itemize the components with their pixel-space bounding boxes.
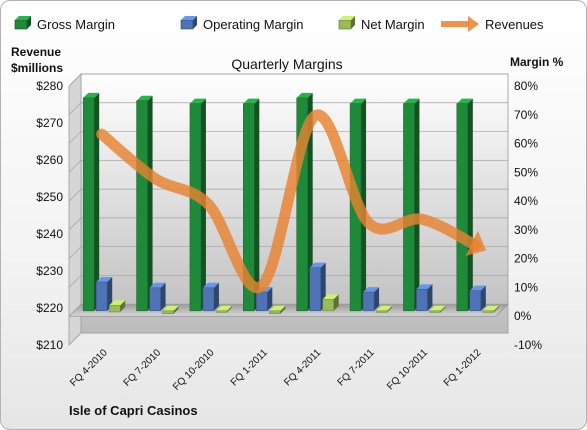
y-left-title-line2: $millions bbox=[11, 61, 63, 75]
y-right-tick-label: 60% bbox=[514, 137, 538, 151]
y-right-tick-label: 30% bbox=[514, 223, 538, 237]
legend-swatch bbox=[338, 19, 352, 30]
y-right-tick-label: 70% bbox=[514, 108, 538, 122]
legend-swatch bbox=[14, 19, 28, 30]
y-right-tick-label: 0% bbox=[514, 309, 532, 323]
bar-net-margin bbox=[482, 305, 499, 313]
y-left-tick-label: $270 bbox=[36, 116, 63, 130]
legend-label: Revenues bbox=[485, 17, 544, 32]
revenue-line-group bbox=[96, 109, 487, 294]
x-tick-label: FQ 7-2011 bbox=[336, 347, 377, 388]
legend: Gross Margin Operating Margin Net Margin Re… bbox=[14, 16, 544, 32]
bar-gross-margin bbox=[82, 92, 100, 312]
bar-operating-margin bbox=[416, 284, 433, 312]
legend-item: Operating Margin bbox=[180, 16, 303, 32]
bar-net-margin bbox=[108, 300, 126, 313]
bar-net-margin bbox=[162, 305, 179, 314]
y-right-tick-label: 80% bbox=[514, 79, 538, 93]
bar-operating-margin bbox=[95, 277, 113, 312]
y-right-tick-label: 50% bbox=[514, 165, 538, 179]
legend-label: Net Margin bbox=[361, 17, 425, 32]
bar-operating-margin bbox=[202, 282, 219, 312]
bar-gross-margin bbox=[296, 92, 313, 312]
x-tick-label: FQ 10-2010 bbox=[171, 347, 217, 393]
x-tick-label: FQ 4-2011 bbox=[282, 347, 323, 388]
y-right-tick-label: 20% bbox=[514, 252, 538, 266]
y-right-tick-label: 40% bbox=[514, 194, 538, 208]
y-left-tick-label: $260 bbox=[36, 153, 63, 167]
gridline bbox=[68, 332, 508, 346]
legend-item: Gross Margin bbox=[14, 16, 115, 32]
bar-operating-margin bbox=[149, 282, 166, 312]
side-wall bbox=[68, 73, 82, 346]
y-left-tick-label: $280 bbox=[36, 79, 63, 93]
revenue-arrowhead bbox=[465, 230, 487, 256]
bar-net-margin bbox=[269, 305, 286, 314]
gridline bbox=[68, 73, 508, 87]
bar-gross-margin bbox=[403, 98, 420, 312]
x-tick-label: FQ 10-2011 bbox=[385, 347, 430, 392]
legend-item: Revenues bbox=[441, 16, 544, 32]
y-right-tick-label: 10% bbox=[514, 280, 538, 294]
bar-net-margin bbox=[322, 294, 339, 312]
bar-gross-margin bbox=[136, 95, 153, 312]
chart-title-group: Quarterly Margins bbox=[231, 56, 342, 72]
bar-gross-margin bbox=[243, 98, 260, 312]
y-right-title: Margin % bbox=[510, 55, 564, 69]
bar-net-margin bbox=[215, 305, 232, 313]
y-left-tick-label: $250 bbox=[36, 190, 63, 204]
bar-operating-margin bbox=[362, 287, 380, 312]
y-left-title-line1: Revenue bbox=[11, 45, 61, 59]
legend-item: Net Margin bbox=[338, 16, 425, 32]
bar-net-margin bbox=[429, 305, 446, 313]
company-name: Isle of Capri Casinos bbox=[69, 403, 198, 418]
legend-swatch bbox=[180, 19, 194, 30]
x-tick-label: FQ 7-2010 bbox=[122, 347, 164, 389]
bar-operating-margin bbox=[469, 285, 486, 312]
x-tick-label: FQ 1-2012 bbox=[442, 347, 484, 389]
y-right-tick-label: -10% bbox=[514, 338, 542, 352]
y-left-tick-label: $230 bbox=[36, 264, 63, 278]
legend-label: Operating Margin bbox=[203, 17, 303, 32]
x-tick-label: FQ 1-2011 bbox=[229, 347, 270, 388]
y-left-tick-label: $210 bbox=[36, 338, 63, 352]
x-ticks: FQ 4-2010 FQ 7-2010 FQ 10-2010 FQ 1-2011 FQ … bbox=[68, 347, 484, 393]
bar-net-margin bbox=[375, 305, 393, 313]
y-ticks: $280 $270 $260 $250 $240 $230 $220 $210 80% 70% 60… bbox=[36, 79, 542, 352]
x-tick-label: FQ 4-2010 bbox=[68, 347, 110, 389]
y-left-tick-label: $240 bbox=[36, 227, 63, 241]
bar-gross-margin bbox=[456, 98, 473, 312]
chart-title: Quarterly Margins bbox=[231, 56, 342, 72]
y-left-tick-label: $220 bbox=[36, 301, 63, 315]
revenue-line bbox=[96, 109, 481, 294]
legend-label: Gross Margin bbox=[37, 17, 115, 32]
